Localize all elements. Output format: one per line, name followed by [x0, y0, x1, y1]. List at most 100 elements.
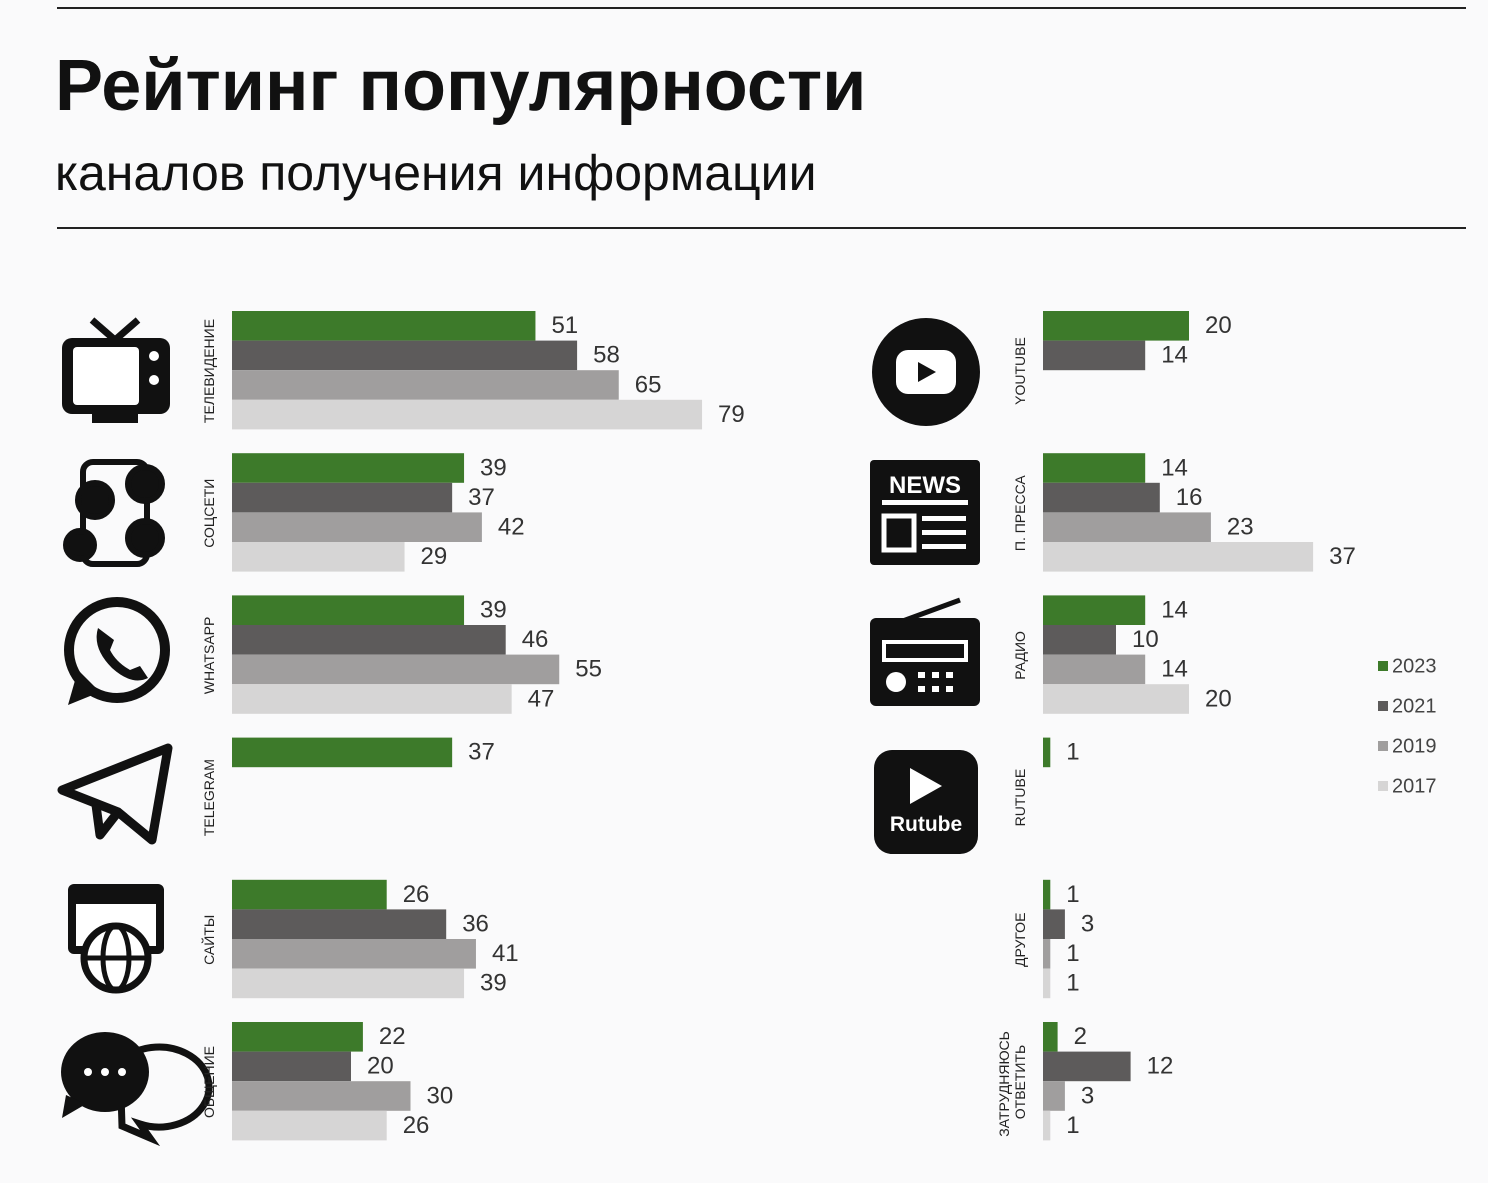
value-label: 2 — [1074, 1023, 1087, 1050]
legend-swatch — [1378, 781, 1388, 791]
legend-label: 2021 — [1392, 695, 1437, 717]
bar — [1043, 595, 1146, 625]
value-label: 1 — [1066, 739, 1079, 766]
category-label: РАДИО — [1012, 631, 1028, 680]
legend-swatch — [1378, 701, 1388, 711]
bar — [1043, 968, 1051, 999]
bar — [232, 453, 465, 483]
value-label: 14 — [1161, 597, 1188, 624]
value-label: 23 — [1227, 514, 1254, 541]
category-label: YOUTUBE — [1012, 337, 1028, 405]
value-label: 20 — [367, 1053, 394, 1080]
value-label: 26 — [403, 881, 430, 908]
icon-sites — [68, 884, 164, 994]
bar — [232, 370, 619, 400]
value-label: 37 — [468, 739, 495, 766]
bar — [1043, 1022, 1058, 1052]
category-label-line: ЗАТРУДНЯЮСЬ — [996, 1027, 1012, 1136]
category-label: П. ПРЕССА — [1012, 475, 1028, 551]
value-label: 22 — [379, 1023, 406, 1050]
bar — [1043, 482, 1160, 513]
bar — [232, 1110, 387, 1141]
value-label: 14 — [1161, 656, 1188, 683]
bar — [232, 482, 453, 513]
category-label: WHATSAPP — [201, 617, 217, 695]
bar — [1043, 625, 1116, 655]
bar — [1043, 1051, 1131, 1082]
legend-label: 2023 — [1392, 655, 1437, 677]
bar — [1043, 512, 1211, 542]
bar — [232, 1022, 363, 1052]
value-label: 1 — [1066, 1112, 1079, 1139]
icon-rutube-text: Rutube — [890, 813, 962, 836]
chart-subtitle: каналов получения информации — [55, 145, 817, 201]
value-label: 1 — [1066, 940, 1079, 967]
bar — [232, 340, 578, 371]
bar — [232, 625, 506, 655]
icon-social — [63, 459, 165, 567]
bar — [1043, 340, 1146, 371]
bar — [232, 311, 536, 341]
value-label: 20 — [1205, 312, 1232, 339]
icon-chat — [61, 1032, 213, 1147]
bar — [1043, 737, 1051, 768]
bar — [1043, 939, 1051, 969]
value-label: 16 — [1176, 484, 1203, 511]
value-label: 39 — [480, 454, 507, 481]
bar — [232, 654, 560, 685]
bar — [232, 595, 465, 625]
value-label: 29 — [421, 543, 448, 570]
value-label: 39 — [480, 970, 507, 997]
category-label: ЗАТРУДНЯЮСЬ ОТВЕТИТЬ — [996, 1027, 1028, 1136]
value-label: 55 — [575, 656, 602, 683]
value-label: 20 — [1205, 685, 1232, 712]
value-label: 30 — [427, 1082, 454, 1109]
category-label: RUTUBE — [1012, 769, 1028, 827]
bar — [232, 737, 453, 768]
bar — [232, 512, 482, 542]
category-label: ТЕЛЕВИДЕНИЕ — [201, 319, 217, 423]
value-label: 51 — [551, 312, 578, 339]
category-label: TELEGRAM — [201, 759, 217, 836]
value-label: 3 — [1081, 911, 1094, 938]
value-label: 37 — [1329, 543, 1356, 570]
icon-radio — [870, 597, 980, 706]
bar — [232, 968, 465, 999]
value-label: 79 — [718, 401, 745, 428]
icon-news-text: NEWS — [889, 472, 961, 499]
bar — [1043, 1081, 1065, 1111]
chart-title: Рейтинг популярности — [55, 46, 866, 126]
category-label: ОБЩЕНИЕ — [201, 1046, 217, 1118]
bar — [232, 684, 512, 714]
value-label: 42 — [498, 514, 525, 541]
category-label: САЙТЫ — [200, 915, 217, 965]
value-label: 65 — [635, 371, 662, 398]
value-label: 36 — [462, 911, 489, 938]
icon-news: NEWS — [870, 460, 980, 565]
value-label: 12 — [1147, 1053, 1174, 1080]
icon-youtube — [872, 318, 980, 426]
icon-rutube: Rutube — [874, 750, 978, 854]
bar — [1043, 654, 1146, 685]
bar — [232, 939, 476, 969]
category-label: ДРУГОЕ — [1012, 913, 1028, 967]
icon-telegram — [57, 743, 173, 845]
value-label: 37 — [468, 484, 495, 511]
bar — [1043, 453, 1146, 483]
bar — [1043, 879, 1051, 910]
value-label: 41 — [492, 940, 519, 967]
bar — [1043, 684, 1189, 714]
value-label: 1 — [1066, 881, 1079, 908]
legend-swatch — [1378, 741, 1388, 751]
value-label: 26 — [403, 1112, 430, 1139]
bar — [232, 542, 405, 572]
bar — [1043, 909, 1065, 939]
value-label: 58 — [593, 342, 620, 369]
bar — [232, 879, 387, 910]
legend-swatch — [1378, 661, 1388, 671]
value-label: 14 — [1161, 342, 1188, 369]
icon-tv — [62, 317, 170, 423]
bar — [1043, 1110, 1051, 1141]
value-label: 46 — [522, 626, 549, 653]
bar — [232, 1051, 351, 1082]
